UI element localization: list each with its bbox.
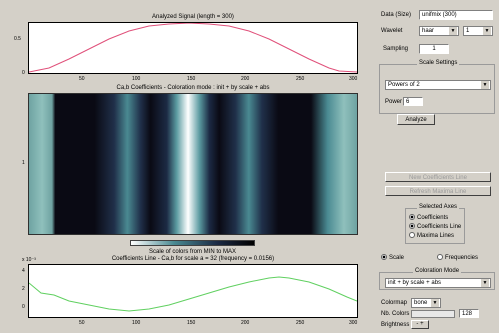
signal-xtick-4: 200 <box>241 76 250 82</box>
chevron-down-icon: ▼ <box>431 299 439 307</box>
line-ytick-2: 2 <box>22 286 25 292</box>
analyze-button[interactable]: Analyze <box>397 114 435 125</box>
color-scale-bar <box>130 240 255 246</box>
axes-option-maxima-lines-label: Maxima Lines <box>417 233 455 239</box>
scale-mode-value: Powers of 2 <box>388 82 420 88</box>
scale-radio-label: Scale <box>389 255 405 261</box>
signal-xtick-6: 300 <box>349 76 358 82</box>
nb-colors-field[interactable]: 128 <box>459 309 479 318</box>
wavelet-family-select[interactable]: haar ▼ <box>419 26 459 36</box>
brightness-buttons[interactable]: - + <box>411 320 429 329</box>
scale-radio[interactable]: Scale <box>381 254 404 261</box>
signal-xtick-2: 100 <box>132 76 141 82</box>
brightness-label: Brightness <box>381 322 410 328</box>
signal-xtick-3: 150 <box>187 76 196 82</box>
line-xtick-6: 300 <box>349 320 358 326</box>
coefs-ytick: 1 <box>22 160 25 166</box>
color-scale-title: Scale of colors from MIN to MAX <box>148 249 237 255</box>
wavelet-label: Wavelet <box>381 28 403 34</box>
checkbox-icon <box>409 214 415 220</box>
axes-option-coefficients-line[interactable]: Coefficients Line <box>409 223 461 230</box>
nb-colors-label: Nb. Colors <box>381 311 410 317</box>
chevron-down-icon: ▼ <box>481 279 489 287</box>
coefs-line-plot[interactable] <box>28 264 358 318</box>
wavelet-family-value: haar <box>422 28 435 34</box>
sampling-field[interactable]: 1 <box>419 44 449 54</box>
coefs-image[interactable] <box>28 93 358 235</box>
axes-option-maxima-lines[interactable]: Maxima Lines <box>409 232 454 239</box>
line-exponent: x 10⁻³ <box>22 257 36 263</box>
coloration-mode-value: init + by scale + abs <box>388 280 442 286</box>
frequencies-radio-label: Frequencies <box>445 255 479 261</box>
signal-ytick-1: 0.5 <box>14 36 21 42</box>
line-plot-title: Coefficients Line - Ca,b for scale a = 3… <box>111 256 275 262</box>
new-coefficients-line-button[interactable]: New Coefficients Line <box>385 172 491 182</box>
line-xtick-1: 50 <box>79 320 85 326</box>
coloration-mode-select[interactable]: init + by scale + abs ▼ <box>385 278 491 288</box>
axes-option-coefficients-label: Coefficients <box>417 215 449 221</box>
control-panel: Data (Size) unifmix (300) Wavelet haar ▼… <box>375 4 497 331</box>
axes-option-coefficients[interactable]: Coefficients <box>409 214 448 221</box>
frequencies-radio[interactable]: Frequencies <box>437 254 478 261</box>
wavelet-number-select[interactable]: 1 ▼ <box>463 26 493 36</box>
line-xtick-4: 200 <box>241 320 250 326</box>
radio-icon <box>437 254 443 260</box>
chevron-down-icon: ▼ <box>483 27 491 35</box>
colormap-value: bone <box>414 300 428 306</box>
sampling-label: Sampling <box>383 46 409 52</box>
signal-curve <box>29 23 357 73</box>
power-field[interactable]: 6 <box>403 97 423 106</box>
signal-xtick-1: 50 <box>79 76 85 82</box>
checkbox-icon <box>409 223 415 229</box>
radio-icon <box>381 254 387 260</box>
line-xtick-5: 250 <box>296 320 305 326</box>
line-ytick-1: 4 <box>22 268 25 274</box>
axes-option-coefficients-line-label: Coefficients Line <box>417 224 462 230</box>
checkbox-icon <box>409 232 415 238</box>
scale-mode-select[interactable]: Powers of 2 ▼ <box>385 80 491 90</box>
nb-colors-slider[interactable] <box>411 310 455 318</box>
refresh-maxima-line-button[interactable]: Refresh Maxima Line <box>385 186 491 196</box>
signal-ytick-2: 0 <box>22 70 25 76</box>
data-size-field: unifmix (300) <box>419 10 493 20</box>
line-ytick-3: 0 <box>22 304 25 310</box>
coefs-line-curve <box>29 276 357 312</box>
selected-axes-title: Selected Axes <box>417 204 460 210</box>
chevron-down-icon: ▼ <box>481 81 489 89</box>
scale-settings-title: Scale Settings <box>417 60 460 66</box>
power-label: Power <box>385 99 403 105</box>
signal-xtick-5: 250 <box>296 76 305 82</box>
chevron-down-icon: ▼ <box>449 27 457 35</box>
colormap-label: Colormap <box>381 300 408 306</box>
colormap-select[interactable]: bone ▼ <box>411 298 441 308</box>
signal-plot-title: Analyzed Signal (length = 300) <box>152 14 234 20</box>
wavelet-number-value: 1 <box>466 28 470 34</box>
signal-plot[interactable] <box>28 22 358 74</box>
coefs-plot-title: Ca,b Coefficients - Coloration mode : in… <box>116 85 270 91</box>
coloration-mode-title: Coloration Mode <box>413 268 462 274</box>
line-xtick-3: 150 <box>187 320 196 326</box>
data-size-label: Data (Size) <box>381 12 412 18</box>
line-xtick-2: 100 <box>132 320 141 326</box>
